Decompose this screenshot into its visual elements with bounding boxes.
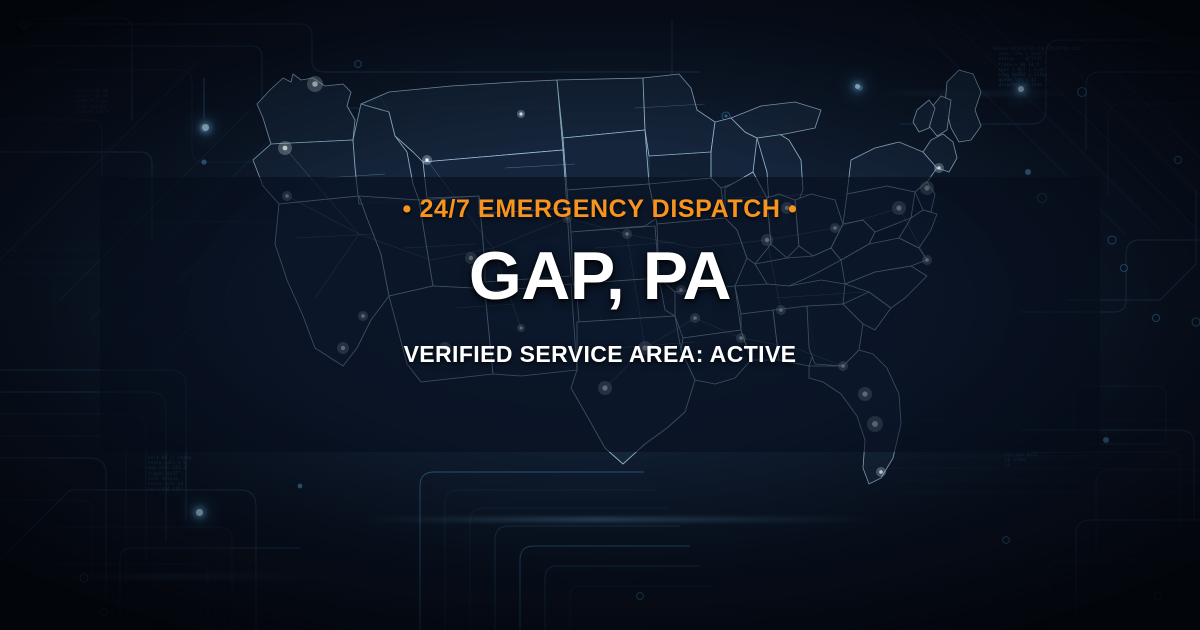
status-badge: VERIFIED SERVICE AREA: ACTIVE [403,340,797,367]
banner-text-stack: • 24/7 EMERGENCY DISPATCH • GAP, PA VERI… [0,195,1200,368]
eyebrow-text: • 24/7 EMERGENCY DISPATCH • [402,195,798,223]
circuit-group-bottom-left-corner [0,489,300,630]
page-title: GAP, PA [468,237,732,314]
circuit-group-bottom-center [419,471,712,630]
circuit-group-left-nested [0,369,187,630]
